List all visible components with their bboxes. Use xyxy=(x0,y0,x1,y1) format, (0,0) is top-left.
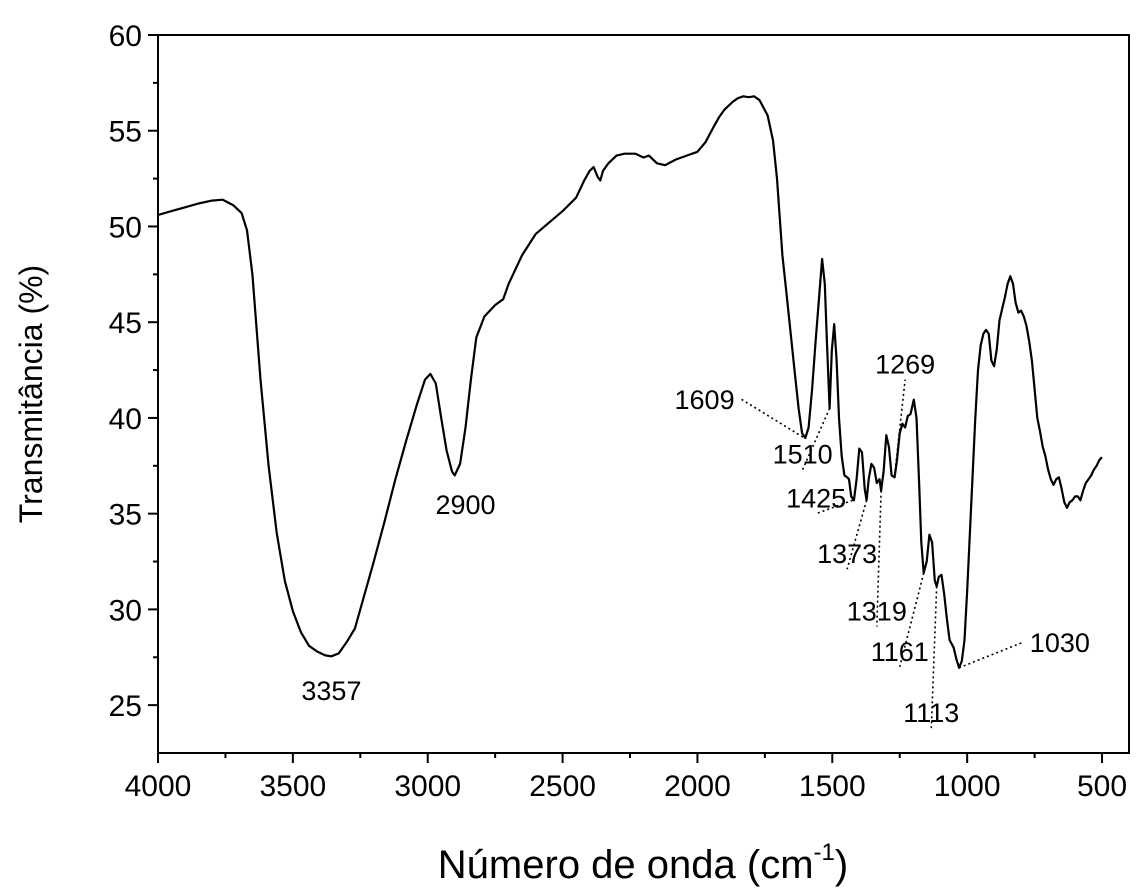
peak-label-1269: 1269 xyxy=(875,350,935,380)
y-tick-label: 30 xyxy=(109,594,142,627)
y-tick-label: 55 xyxy=(109,116,142,149)
peak-leader-line xyxy=(846,500,868,570)
x-tick-label: 500 xyxy=(1077,770,1127,803)
y-tick-label: 40 xyxy=(109,403,142,436)
x-tick-label: 3000 xyxy=(394,770,461,803)
peak-label-1609: 1609 xyxy=(675,385,735,415)
peak-leader-line xyxy=(930,586,938,729)
peak-label-1319: 1319 xyxy=(847,597,907,627)
y-axis: 25 30 35 40 45 50 55 60 xyxy=(109,20,158,723)
x-tick-label: 2000 xyxy=(664,770,731,803)
plot-area xyxy=(157,34,1130,754)
x-tick-label: 1000 xyxy=(934,770,1001,803)
x-tick-label: 1500 xyxy=(799,770,866,803)
y-tick-label: 25 xyxy=(109,690,142,723)
y-tick-label: 50 xyxy=(109,211,142,244)
peak-leader-line xyxy=(815,499,853,515)
y-tick-label: 45 xyxy=(109,307,142,340)
peak-leader-line xyxy=(898,572,925,668)
y-tick-label: 35 xyxy=(109,499,142,532)
x-tick-label: 4000 xyxy=(125,770,192,803)
y-axis-title: Transmitância (%) xyxy=(13,265,49,523)
x-tick-label: 2500 xyxy=(529,770,596,803)
peak-leader-line xyxy=(740,398,804,438)
spectrum-line xyxy=(157,95,1103,669)
peak-leader-line xyxy=(958,641,1025,669)
x-axis: 4000 3500 3000 2500 2000 1500 1000 500 xyxy=(125,753,1127,803)
y-tick-label: 60 xyxy=(109,20,142,53)
peak-annotations: 3357 2900 1609 1510 1425 1373 1319 1269 1161 1113… xyxy=(301,350,1090,729)
peak-leader-line xyxy=(801,408,831,470)
peak-label-1510: 1510 xyxy=(773,440,833,470)
x-axis-title-sup: -1 xyxy=(814,839,835,866)
peak-leader-line xyxy=(893,379,906,476)
peak-label-1425: 1425 xyxy=(786,484,846,514)
peak-label-1373: 1373 xyxy=(817,539,877,569)
peak-label-1030: 1030 xyxy=(1030,628,1090,658)
peak-label-2900: 2900 xyxy=(435,490,495,520)
x-axis-title: Número de onda (cm-1) xyxy=(438,839,848,887)
peak-label-1113: 1113 xyxy=(903,698,959,728)
x-tick-label: 3500 xyxy=(259,770,326,803)
x-axis-title-close: ) xyxy=(835,843,848,887)
x-axis-title-main: Número de onda (cm xyxy=(438,843,814,887)
peak-label-3357: 3357 xyxy=(301,676,361,706)
peak-label-1161: 1161 xyxy=(871,637,929,667)
